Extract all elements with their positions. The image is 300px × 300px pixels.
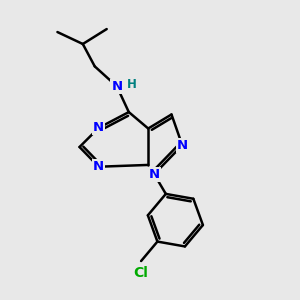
Text: N: N [148, 168, 160, 181]
Text: N: N [93, 122, 104, 134]
Text: N: N [93, 160, 104, 173]
Text: N: N [111, 80, 122, 93]
Text: N: N [177, 139, 188, 152]
Text: H: H [126, 77, 136, 91]
Text: Cl: Cl [134, 266, 148, 280]
